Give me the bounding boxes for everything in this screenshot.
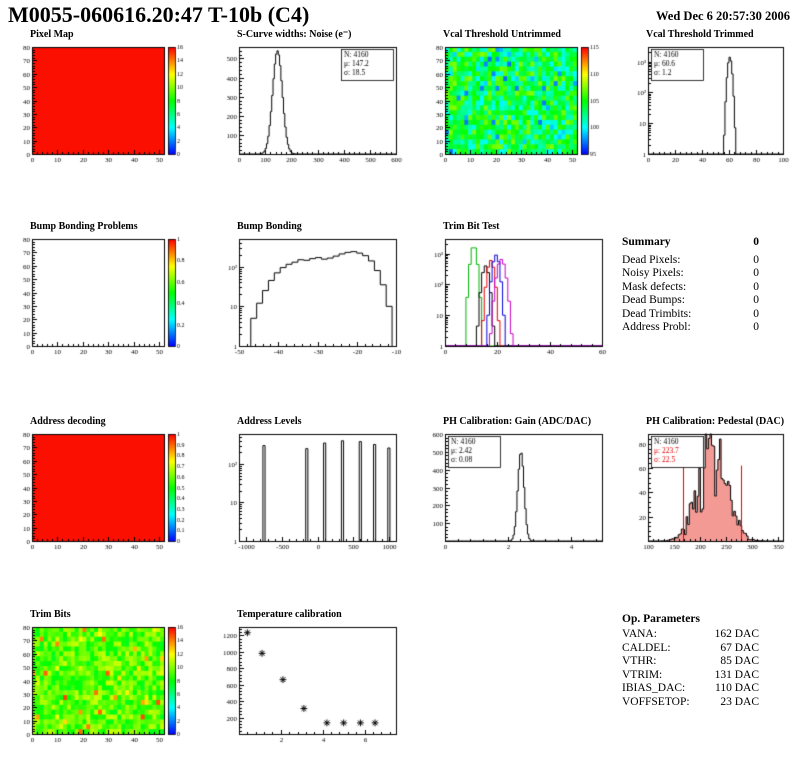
panel-scurve-noise: S-Curve widths: Noise (e⁻) [213,28,405,169]
summary-value: 0 [753,321,759,333]
bump-bonding-plot [213,233,405,361]
panel-address-levels: Address Levels [213,415,405,556]
op-value: 67 DAC [720,641,759,654]
plot-title-scurve-noise: S-Curve widths: Noise (e⁻) [237,29,352,40]
panel-ph-gain: PH Calibration: Gain (ADC/DAC) [419,415,611,556]
op-value: 162 DAC [714,628,759,640]
panel-trim-bit-test: Trim Bit Test [419,220,611,361]
panel-bump-problems: Bump Bonding Problems [6,220,198,361]
panel-temperature: Temperature calibration [213,608,405,749]
panel-vcal-trimmed: Vcal Threshold Trimmed [622,28,792,169]
summary-label: Dead Bumps: [622,294,685,306]
summary-label: Dead Pixels: [622,253,681,266]
trim-bit-test-plot [419,233,611,361]
plot-title-address-decoding: Address decoding [30,416,106,427]
panel-vcal-untrimmed: Vcal Threshold Untrimmed [419,28,611,169]
summary-row-noisy-pixels: Noisy Pixels: 0 [622,267,759,281]
plot-title-address-levels: Address Levels [237,416,302,427]
panel-bump-bonding: Bump Bonding [213,220,405,361]
plot-title-temperature: Temperature calibration [237,609,342,620]
ph-gain-plot [419,428,611,556]
op-value: 85 DAC [720,655,759,667]
op-row-caldel: CALDEL: 67 DAC [622,642,759,656]
summary-label: Mask defects: [622,280,687,293]
panel-address-decoding: Address decoding [6,415,198,556]
vcal-untrimmed-plot [419,41,611,169]
summary-value: 0 [753,294,759,306]
plot-title-trim-bits: Trim Bits [30,609,71,620]
plot-title-vcal-trimmed: Vcal Threshold Trimmed [646,29,754,40]
summary-header: Summary 0 [622,236,759,250]
summary-row-address-probl: Address Probl: 0 [622,321,759,335]
summary-value: 0 [753,267,759,279]
summary-row-dead-trimbits: Dead Trimbits: 0 [622,308,759,322]
op-label: VANA: [622,628,657,640]
panel-pixel-map: Pixel Map [6,28,198,169]
summary-value: 0 [753,253,759,266]
summary-label: Dead Trimbits: [622,307,692,320]
op-label: VTHR: [622,655,657,667]
summary-label: Address Probl: [622,321,691,333]
summary-value: 0 [753,280,759,293]
summary-total: 0 [753,236,759,248]
summary-value: 0 [753,307,759,320]
op-label: IBIAS_DAC: [622,682,686,694]
summary-block: Summary 0 Dead Pixels: 0 Noisy Pixels: 0… [622,236,759,335]
summary-title: Summary [622,236,671,248]
plot-title-ph-pedestal: PH Calibration: Pedestal (DAC) [646,416,785,427]
address-decoding-plot [6,428,198,556]
plot-title-vcal-untrimmed: Vcal Threshold Untrimmed [443,29,561,40]
plot-title-bump-problems: Bump Bonding Problems [30,221,138,232]
op-value: 131 DAC [714,668,759,681]
op-parameters-block: Op. Parameters VANA: 162 DAC CALDEL: 67 … [622,612,759,709]
plot-title-ph-gain: PH Calibration: Gain (ADC/DAC) [443,416,592,427]
summary-row-dead-pixels: Dead Pixels: 0 [622,254,759,268]
page-title: M0055-060616.20:47 T-10b (C4) [8,2,310,27]
plot-title-bump-bonding: Bump Bonding [237,221,302,232]
scurve-noise-plot [213,41,405,169]
ph-pedestal-plot [622,428,792,556]
bump-problems-plot [6,233,198,361]
op-row-vthr: VTHR: 85 DAC [622,655,759,669]
temperature-plot [213,621,405,749]
op-label: VTRIM: [622,668,663,681]
pixel-map-plot [6,41,198,169]
plot-title-trim-bit-test: Trim Bit Test [443,221,500,232]
vcal-trimmed-plot [622,41,792,169]
op-row-vana: VANA: 162 DAC [622,628,759,642]
op-row-ibias-dac: IBIAS_DAC: 110 DAC [622,682,759,696]
trim-bits-plot [6,621,198,749]
summary-row-mask-defects: Mask defects: 0 [622,281,759,295]
summary-label: Noisy Pixels: [622,267,684,279]
plot-title-pixel-map: Pixel Map [30,29,74,40]
timestamp: Wed Dec 6 20:57:30 2006 [655,9,790,23]
op-label: VOFFSETOP: [622,695,690,708]
op-label: CALDEL: [622,641,671,654]
op-value: 23 DAC [720,695,759,708]
op-row-vtrim: VTRIM: 131 DAC [622,669,759,683]
op-value: 110 DAC [715,682,759,694]
address-levels-plot [213,428,405,556]
op-row-voffsetop: VOFFSETOP: 23 DAC [622,696,759,710]
op-parameters-title: Op. Parameters [622,613,700,625]
panel-ph-pedestal: PH Calibration: Pedestal (DAC) [622,415,792,556]
panel-trim-bits: Trim Bits [6,608,198,749]
summary-row-dead-bumps: Dead Bumps: 0 [622,294,759,308]
